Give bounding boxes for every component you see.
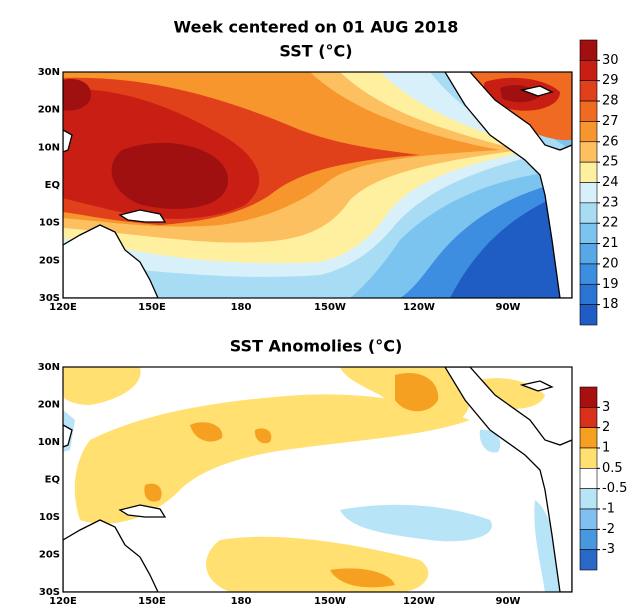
map-title: SST Anomolies (°C) (230, 337, 403, 356)
colorbar-box (579, 100, 598, 122)
map-frame (62, 71, 573, 299)
lat-label: 20N (38, 400, 60, 411)
colorbar-box (579, 304, 598, 326)
colorbar-label: 3 (602, 400, 610, 415)
lon-label: 90W (496, 596, 521, 607)
colorbar-label: 28 (602, 94, 619, 109)
lon-label: 180 (231, 302, 252, 313)
lon-label: 90W (496, 302, 521, 313)
lat-label: 20N (38, 105, 60, 116)
lat-label: 30N (38, 362, 60, 373)
colorbar-box (579, 508, 598, 530)
lat-label: 10N (38, 437, 60, 448)
colorbar-label: 26 (602, 134, 619, 149)
colorbar-box (579, 60, 598, 82)
colorbar-box (579, 39, 598, 61)
map-frame (62, 366, 573, 593)
colorbar-label: 21 (602, 236, 619, 251)
colorbar-label: 19 (602, 277, 619, 292)
lon-label: 150E (138, 302, 166, 313)
colorbar-box (579, 243, 598, 265)
colorbar-box (579, 529, 598, 550)
lat-label: 20S (39, 255, 60, 266)
page-title: Week centered on 01 AUG 2018 (174, 18, 459, 37)
lat-label: 20S (39, 550, 60, 561)
lat-label: 10S (39, 512, 60, 523)
colorbar-box (579, 549, 598, 571)
colorbar-label: 25 (602, 155, 619, 170)
lat-label: 30S (39, 293, 60, 304)
lon-label: 180 (231, 596, 252, 607)
colorbar-box (579, 80, 598, 102)
lat-label: 30S (39, 587, 60, 598)
colorbar-box (579, 386, 598, 408)
colorbar-box (579, 222, 598, 244)
colorbar-box (579, 283, 598, 305)
colorbar-label: 18 (602, 297, 619, 312)
colorbar-box (579, 488, 598, 510)
colorbar-box (579, 202, 598, 224)
colorbar-box (579, 182, 598, 204)
colorbar-label: 0.5 (602, 461, 623, 476)
colorbar-box (579, 468, 598, 489)
colorbar-label: -2 (602, 522, 615, 537)
colorbar-label: -3 (602, 542, 615, 557)
map-title: SST (°C) (279, 42, 352, 61)
colorbar-box (579, 407, 598, 428)
lon-label: 150W (314, 596, 346, 607)
colorbar-label: -0.5 (602, 481, 627, 496)
colorbar-label: 2 (602, 420, 610, 435)
colorbar-box (579, 161, 598, 183)
colorbar-label: 30 (602, 53, 619, 68)
lon-label: 150E (138, 596, 166, 607)
lat-label: 10S (39, 218, 60, 229)
lon-label: 150W (314, 302, 346, 313)
colorbar-label: 20 (602, 256, 619, 271)
colorbar-box (579, 121, 598, 143)
colorbar-label: 23 (602, 195, 619, 210)
colorbar-box (579, 141, 598, 163)
lat-label: EQ (45, 475, 60, 486)
colorbar-label: 27 (602, 114, 619, 129)
anomaly-field (63, 367, 572, 592)
colorbar-label: 29 (602, 73, 619, 88)
lon-label: 120E (49, 596, 77, 607)
lon-label: 120E (49, 302, 77, 313)
colorbar-box (579, 447, 598, 469)
lon-label: 120W (403, 596, 435, 607)
lat-label: EQ (45, 180, 60, 191)
colorbar-label: 22 (602, 216, 619, 231)
lat-label: 30N (38, 67, 60, 78)
lat-label: 10N (38, 142, 60, 153)
colorbar-label: -1 (602, 502, 615, 517)
colorbar-label: 24 (602, 175, 619, 190)
lon-label: 120W (403, 302, 435, 313)
colorbar-label: 1 (602, 441, 610, 456)
colorbar-box (579, 263, 598, 285)
sst-field (63, 72, 572, 298)
colorbar-box (579, 427, 598, 449)
